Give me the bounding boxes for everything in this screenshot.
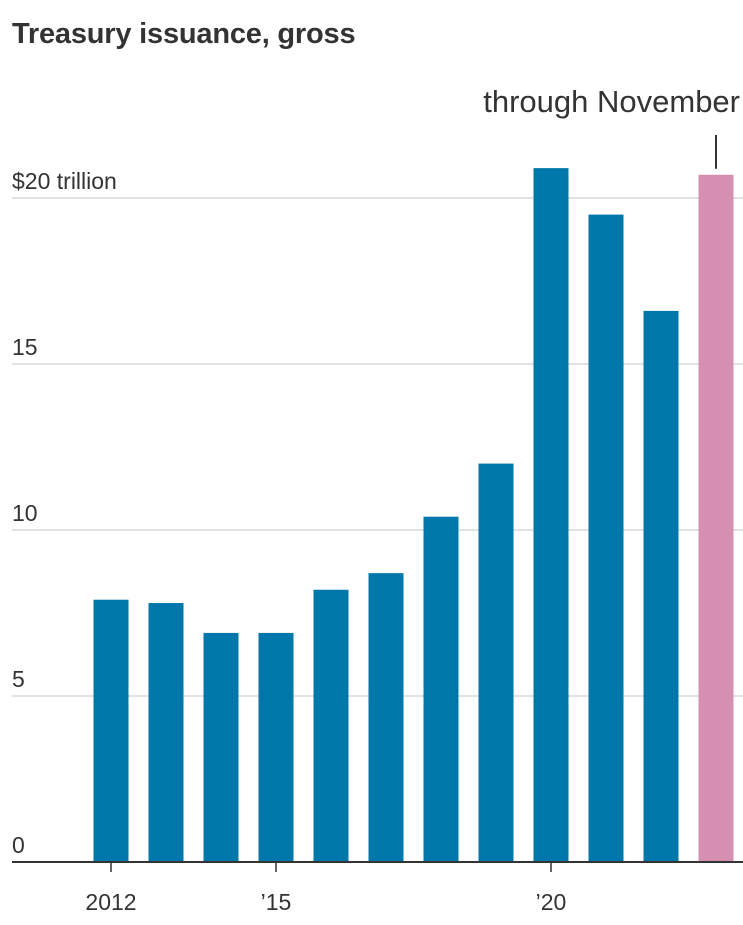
bar-2018 [423, 516, 459, 862]
chart-title: Treasury issuance, gross [12, 18, 356, 50]
x-tick-label: ’15 [261, 889, 292, 915]
axes [12, 135, 743, 872]
bar-2012 [93, 599, 129, 862]
bar-2015 [258, 632, 294, 862]
bar-2017 [368, 573, 404, 862]
y-tick-label: 10 [12, 500, 38, 526]
bar-2023 [698, 174, 734, 862]
bar-2022 [643, 310, 679, 862]
bars [93, 168, 734, 863]
y-tick-label: 5 [12, 666, 25, 692]
bar-2021 [588, 214, 624, 863]
tick-labels: $20 trillion 15 10 5 0 2012 ’15 ’20 through Nove… [12, 84, 740, 915]
x-tick-label: 2012 [85, 889, 136, 915]
bar-2020 [533, 168, 569, 862]
bar-2014 [203, 632, 239, 862]
bar-2019 [478, 463, 514, 862]
bar-2013 [148, 603, 184, 862]
bar-2016 [313, 589, 349, 862]
x-tick-label: ’20 [536, 889, 567, 915]
annotation-label: through November [483, 84, 740, 119]
y-tick-label: 15 [12, 334, 38, 360]
y-tick-label: 0 [12, 832, 25, 858]
y-tick-label: $20 trillion [12, 168, 117, 194]
